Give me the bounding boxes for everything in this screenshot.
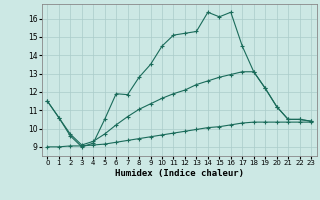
X-axis label: Humidex (Indice chaleur): Humidex (Indice chaleur) [115,169,244,178]
